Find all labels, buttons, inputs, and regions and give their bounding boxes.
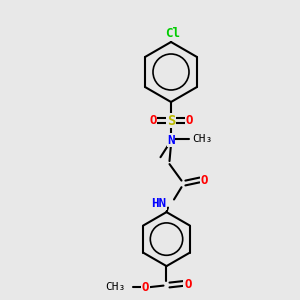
Text: Cl: Cl [165,27,180,40]
Text: O: O [185,114,193,127]
Text: O: O [142,280,149,294]
Text: N: N [167,134,175,147]
Text: O: O [184,278,191,291]
Text: HN: HN [151,196,166,210]
Text: O: O [200,174,208,187]
Text: CH₃: CH₃ [105,282,125,292]
Text: O: O [149,114,157,127]
Text: CH₃: CH₃ [192,134,212,144]
Text: S: S [167,114,175,128]
